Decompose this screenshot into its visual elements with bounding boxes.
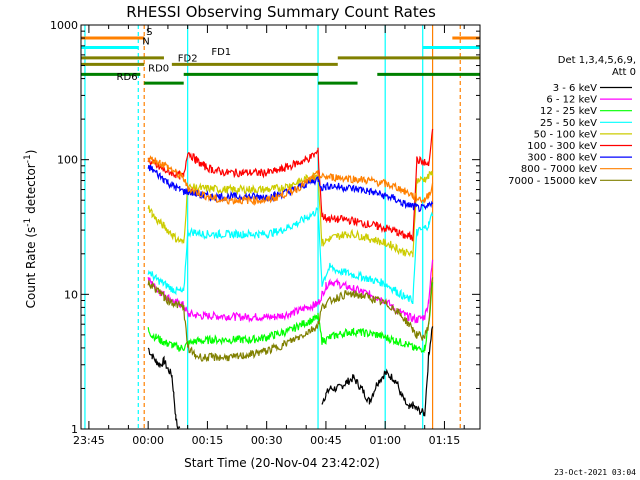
plot-content: SN FD1 FD2 RD0 RD6 [81,25,480,429]
legend-label-7: 800 - 7000 keV [521,164,597,175]
legend-label-6: 300 - 800 keV [527,153,597,164]
flag-label-n: N [142,37,149,48]
x-tick-label-4: 00:45 [310,434,342,447]
x-axis-label: Start Time (20-Nov-04 23:42:02) [184,456,380,470]
series-line-2 [147,282,434,354]
x-tick-label-5: 01:00 [369,434,401,447]
flag-label-rd0: RD0 [148,63,169,74]
y-tick-label-2: 100 [57,154,78,167]
x-tick-label-2: 00:15 [192,434,224,447]
legend-label-2: 12 - 25 keV [540,106,597,117]
series-line-1 [147,259,434,324]
series-line-7 [147,155,434,206]
plot-area: SN FD1 FD2 RD0 RD6 [81,25,480,429]
flag-label-fd1: FD1 [211,47,231,58]
legend-label-3: 25 - 50 keV [540,118,597,129]
x-tick-label-6: 01:15 [429,434,461,447]
legend-label-4: 50 - 100 keV [534,129,598,140]
y-axis-label: Count Rate (s-1 detector-1) [23,150,38,309]
legend-label-8: 7000 - 15000 keV [508,176,597,187]
series-line-8 [147,277,434,363]
legend-label-0: 3 - 6 keV [553,83,597,94]
legend-label-1: 6 - 12 keV [546,95,597,106]
flag-label-rd6: RD6 [117,72,138,83]
series-line-4 [147,170,434,258]
series-line-3 [147,206,434,305]
plot-frame [80,24,481,430]
axes: 1 10 100 1000 23:45 00:00 00:15 00:30 00:45 01:00… [50,19,481,447]
x-tick-label-3: 00:30 [251,434,283,447]
x-tick-label-1: 00:00 [132,434,164,447]
series-line-5 [147,128,434,242]
legend-label-5: 100 - 300 keV [527,141,597,152]
series-line-0 [147,326,434,429]
x-tick-label-0: 23:45 [73,434,105,447]
y-tick-label-0: 1 [71,423,78,436]
y-tick-label-1: 10 [64,288,78,301]
flag-label-fd2: FD2 [178,53,198,64]
legend-header-0: Det 1,3,4,5,6,9, [558,55,636,66]
chart-title: RHESSI Observing Summary Count Rates [126,3,436,21]
flag-label-s: S [146,27,152,38]
legend-header-1: Att 0 [612,67,636,78]
footer-timestamp: 23-Oct-2021 03:04 [554,468,636,477]
y-tick-label-3: 1000 [50,19,78,32]
